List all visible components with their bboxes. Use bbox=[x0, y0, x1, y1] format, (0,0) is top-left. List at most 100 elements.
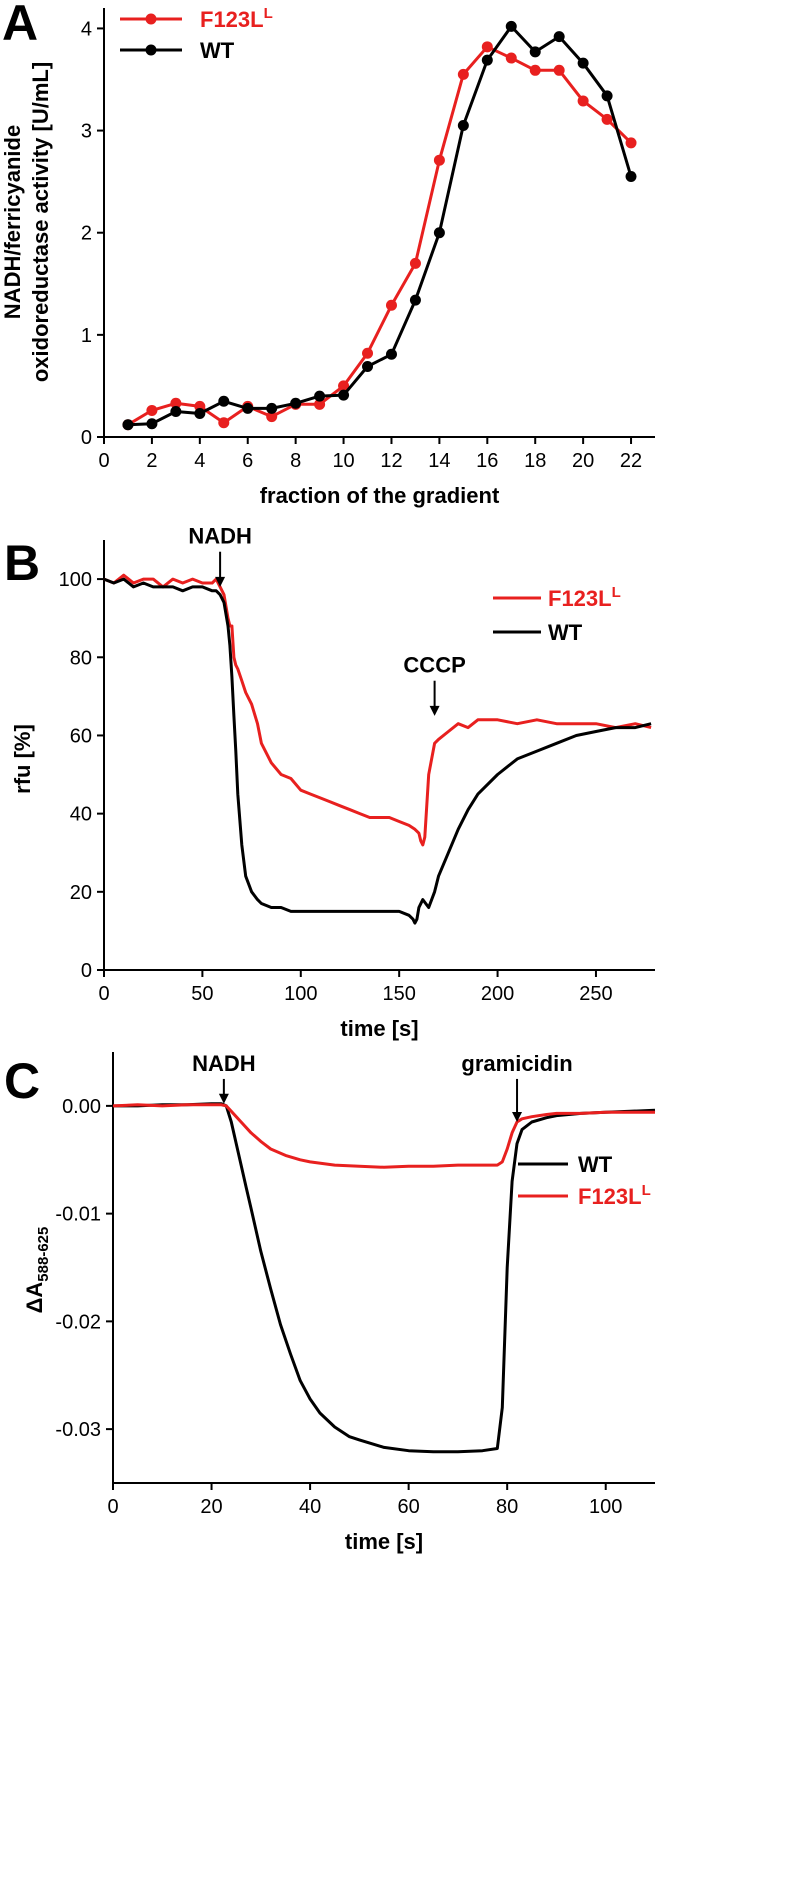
data-point-wt bbox=[122, 419, 134, 431]
annotation-label: NADH bbox=[188, 524, 252, 549]
data-point-wt bbox=[385, 348, 397, 360]
data-point-wt bbox=[625, 171, 637, 183]
data-point-f123l bbox=[433, 154, 445, 166]
data-point-f123l bbox=[409, 257, 421, 269]
annotation-label: gramicidin bbox=[461, 1051, 572, 1076]
x-tick-label: 40 bbox=[299, 1496, 321, 1518]
axis-frame bbox=[112, 1052, 655, 1484]
legend-label: F123LL bbox=[578, 1182, 651, 1209]
x-tick-label: 100 bbox=[589, 1496, 622, 1518]
legend-label: WT bbox=[200, 38, 235, 63]
data-point-wt bbox=[146, 418, 158, 430]
panel-letter: B bbox=[4, 535, 40, 591]
y-tick-label: 40 bbox=[70, 804, 92, 826]
data-point-f123l bbox=[481, 41, 493, 53]
x-axis-title: fraction of the gradient bbox=[260, 483, 500, 508]
y-tick-label: 0 bbox=[81, 427, 92, 449]
y-axis-title-line: NADH/ferricyanide bbox=[0, 125, 25, 319]
x-tick-label: 10 bbox=[332, 450, 354, 472]
x-tick-label: 0 bbox=[107, 1496, 118, 1518]
data-point-wt bbox=[338, 389, 350, 401]
x-tick-label: 6 bbox=[242, 450, 253, 472]
y-axis-title-line: oxidoreductase activity [U/mL] bbox=[28, 62, 53, 382]
legend-label: WT bbox=[578, 1152, 613, 1177]
data-point-f123l bbox=[218, 417, 230, 429]
y-tick-label: 1 bbox=[81, 325, 92, 347]
legend-label: F123LL bbox=[548, 584, 621, 611]
x-tick-label: 60 bbox=[398, 1496, 420, 1518]
data-point-f123l bbox=[577, 95, 589, 107]
x-tick-label: 14 bbox=[428, 450, 450, 472]
x-tick-label: 0 bbox=[98, 983, 109, 1005]
data-point-wt bbox=[481, 54, 493, 66]
y-tick-label: 100 bbox=[59, 569, 92, 591]
annotation-arrowhead bbox=[429, 705, 440, 716]
legend-label-superscript: L bbox=[642, 1182, 651, 1199]
data-point-wt bbox=[314, 390, 326, 402]
x-tick-label: 4 bbox=[194, 450, 205, 472]
panel-b: B 0 50 100 150 200 250 0 20 40 60 80 100 time [s] rfu … bbox=[4, 524, 655, 1041]
x-tick-label: 16 bbox=[476, 450, 498, 472]
legend-label-superscript: L bbox=[612, 584, 621, 601]
data-point-wt bbox=[553, 31, 565, 43]
data-point-f123l bbox=[338, 380, 350, 392]
data-point-f123l bbox=[553, 64, 565, 76]
data-point-wt bbox=[433, 227, 445, 239]
series-line-f123l bbox=[127, 45, 633, 426]
data-point-wt bbox=[577, 57, 589, 69]
x-tick-label: 150 bbox=[382, 983, 415, 1005]
x-tick-label: 0 bbox=[98, 450, 109, 472]
annotation-arrowhead bbox=[218, 1093, 229, 1104]
y-tick-label: 2 bbox=[81, 223, 92, 245]
legend-label: F123LL bbox=[200, 5, 273, 32]
y-axis-title: ΔA588-625 bbox=[22, 1227, 52, 1314]
data-point-wt bbox=[505, 20, 517, 32]
series-line-wt bbox=[103, 577, 652, 925]
y-tick-label: 80 bbox=[70, 647, 92, 669]
data-point-wt bbox=[457, 119, 469, 131]
data-point-wt bbox=[409, 294, 421, 306]
panel-letter: C bbox=[4, 1053, 40, 1109]
data-point-f123l bbox=[146, 404, 158, 416]
y-tick-label: -0.03 bbox=[55, 1419, 101, 1441]
series-line-f123l bbox=[103, 573, 652, 847]
data-point-wt bbox=[529, 46, 541, 58]
annotation-label: CCCP bbox=[403, 653, 465, 678]
series-line-wt bbox=[127, 24, 633, 427]
data-point-f123l bbox=[314, 398, 326, 410]
y-axis-title: NADH/ferricyanide oxidoreductase activity… bbox=[0, 62, 53, 382]
series-line-wt bbox=[113, 1102, 656, 1454]
x-tick-label: 20 bbox=[572, 450, 594, 472]
data-point-wt bbox=[170, 405, 182, 417]
data-point-wt bbox=[362, 361, 374, 373]
legend-marker bbox=[145, 13, 157, 25]
data-point-wt bbox=[601, 90, 613, 102]
y-tick-label: 20 bbox=[70, 882, 92, 904]
data-point-f123l bbox=[266, 411, 278, 423]
axis-frame bbox=[103, 8, 655, 438]
data-point-f123l bbox=[529, 64, 541, 76]
series-line-f123l bbox=[112, 1103, 655, 1169]
y-tick-label: 0 bbox=[81, 960, 92, 982]
x-tick-label: 18 bbox=[524, 450, 546, 472]
y-tick-label: 4 bbox=[81, 18, 92, 40]
x-tick-label: 20 bbox=[200, 1496, 222, 1518]
data-point-f123l bbox=[625, 137, 637, 149]
annotation-label: NADH bbox=[192, 1051, 256, 1076]
legend-label-superscript: L bbox=[264, 5, 273, 22]
y-axis-title: rfu [%] bbox=[10, 724, 35, 794]
legend-marker bbox=[145, 44, 157, 56]
panel-c: C 0 20 40 60 80 100 0.00 -0.01 -0.02 -0.03 time [s]… bbox=[4, 1051, 656, 1554]
data-point-wt bbox=[242, 402, 254, 414]
y-tick-label: -0.02 bbox=[55, 1311, 101, 1333]
y-tick-label: -0.01 bbox=[55, 1204, 101, 1226]
data-point-f123l bbox=[362, 347, 374, 359]
data-point-f123l bbox=[385, 299, 397, 311]
y-axis-title-subscript: 588-625 bbox=[35, 1227, 52, 1282]
data-point-f123l bbox=[170, 397, 182, 409]
y-tick-label: 60 bbox=[70, 725, 92, 747]
x-axis-title: time [s] bbox=[340, 1016, 418, 1041]
data-point-wt bbox=[290, 397, 302, 409]
